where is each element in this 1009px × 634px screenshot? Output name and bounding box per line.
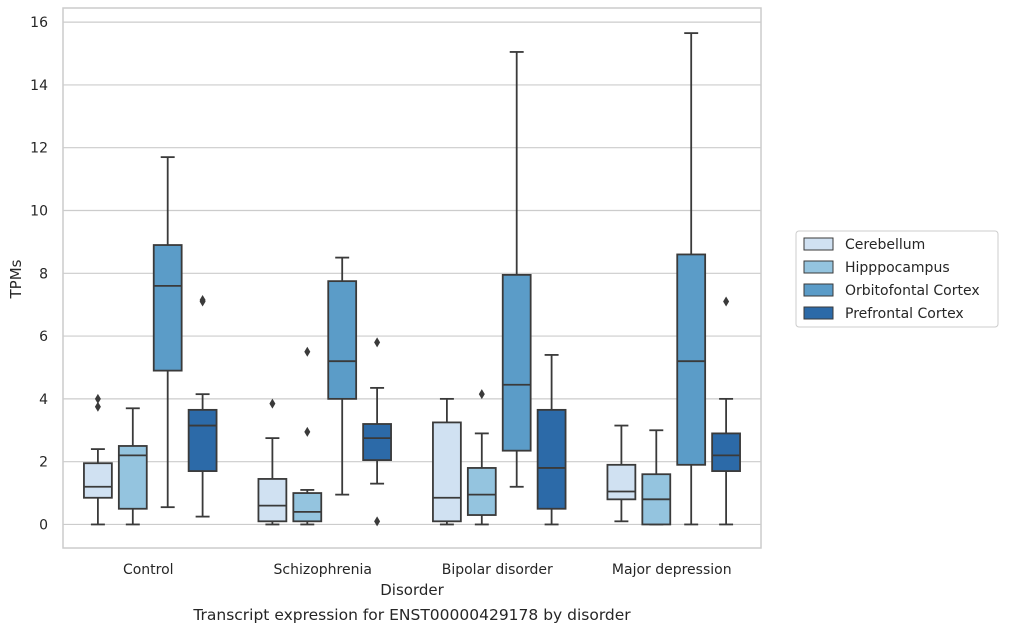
box-body (83, 462, 113, 499)
box-body (327, 280, 358, 400)
box (362, 337, 392, 527)
legend-label: Prefrontal Cortex (845, 306, 964, 322)
x-tick-label: Bipolar disorder (442, 562, 553, 578)
x-axis-label: Disorder (380, 581, 444, 599)
x-tick-label: Control (123, 562, 174, 578)
box (501, 51, 532, 488)
legend-label: Cerebellum (845, 237, 925, 253)
box-body (117, 445, 148, 510)
outlier-point (94, 401, 101, 412)
y-tick-labels: 0 2 4 6 8 10 12 14 16 (30, 15, 48, 533)
box-series (83, 32, 741, 527)
x-tick-label: Schizophrenia (274, 562, 372, 578)
box (432, 397, 462, 526)
y-tick-label: 6 (39, 329, 48, 345)
box-body (432, 421, 462, 523)
outlier-point (94, 393, 101, 404)
box-body (362, 423, 392, 461)
y-tick-label: 12 (30, 141, 48, 157)
box (466, 389, 497, 526)
y-tick-label: 14 (30, 78, 48, 94)
legend-label: Hipppocampus (845, 260, 950, 276)
box (536, 354, 567, 526)
y-tick-label: 8 (39, 266, 48, 282)
box-body (501, 273, 532, 452)
box (152, 156, 183, 509)
y-tick-label: 10 (30, 204, 48, 220)
box-body (711, 432, 741, 472)
x-tick-labels: Control Schizophrenia Bipolar disorder Majo… (123, 562, 732, 578)
box-body (606, 463, 637, 501)
legend: Cerebellum Hipppocampus Orbitofontal Corte… (795, 230, 999, 328)
y-tick-label: 4 (39, 392, 48, 408)
box (83, 393, 113, 526)
box-body (536, 408, 567, 510)
box (117, 407, 148, 526)
series-2 (152, 32, 707, 526)
outlier-point (723, 296, 730, 307)
box (711, 296, 741, 526)
box-body (466, 467, 497, 516)
box (257, 398, 288, 526)
legend-swatch (803, 306, 834, 320)
series-3 (187, 294, 741, 527)
outlier-point (199, 294, 206, 305)
box-body (292, 492, 323, 523)
outlier-point (374, 337, 381, 348)
box (292, 346, 323, 526)
legend-label: Orbitofontal Cortex (845, 283, 980, 299)
y-tick-label: 2 (39, 455, 48, 471)
outlier-point (478, 389, 485, 400)
box-body (257, 478, 288, 523)
box (327, 256, 358, 496)
plot-frame (62, 7, 762, 549)
figure-caption: Transcript expression for ENST0000042917… (193, 606, 631, 624)
box (187, 294, 218, 518)
outlier-point (374, 516, 381, 527)
box (676, 32, 707, 526)
box (606, 424, 637, 523)
legend-swatch (803, 283, 834, 297)
y-axis-label: TPMs (7, 259, 25, 299)
box-body (152, 244, 183, 372)
box (641, 429, 672, 526)
series-1 (117, 346, 672, 526)
x-tick-label: Major depression (612, 562, 732, 578)
outlier-point (304, 346, 311, 357)
y-tick-label: 16 (30, 15, 48, 31)
series-0 (83, 393, 637, 526)
outlier-point (269, 398, 276, 409)
legend-swatch (803, 237, 834, 251)
legend-frame (795, 230, 999, 328)
outlier-point (304, 426, 311, 437)
y-tick-label: 0 (39, 517, 48, 533)
box-body (187, 408, 218, 472)
legend-swatch (803, 260, 834, 274)
box-body (676, 253, 707, 466)
